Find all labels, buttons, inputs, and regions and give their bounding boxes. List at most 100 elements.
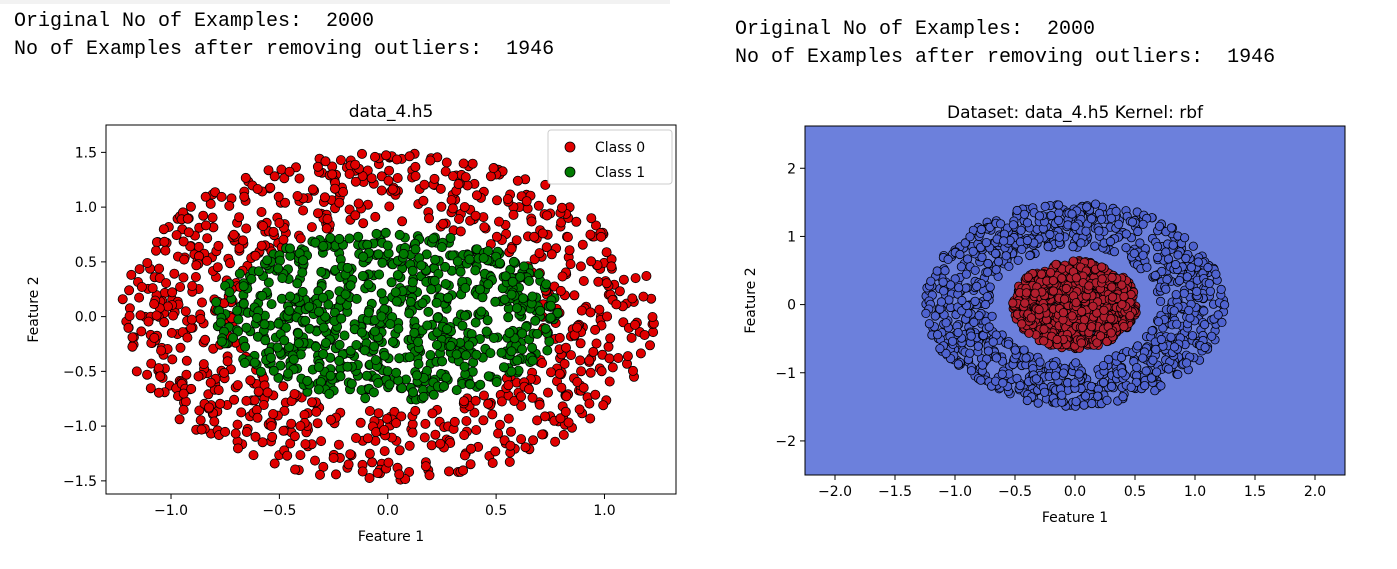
data-point-series-0 bbox=[263, 165, 274, 176]
data-point-series-0 bbox=[289, 431, 300, 442]
plot-frame bbox=[105, 124, 677, 495]
data-point-series-0 bbox=[1057, 390, 1067, 400]
data-point-series-1 bbox=[552, 307, 563, 318]
x-tick-label: 1.0 bbox=[1184, 484, 1206, 500]
data-point-series-1 bbox=[391, 367, 402, 378]
data-point-series-0 bbox=[1079, 400, 1089, 410]
data-point-series-0 bbox=[396, 411, 407, 422]
data-point-series-0 bbox=[478, 390, 489, 401]
data-point-series-0 bbox=[1103, 354, 1114, 364]
data-point-series-1 bbox=[440, 278, 451, 289]
data-point-series-0 bbox=[131, 366, 142, 377]
data-point-series-0 bbox=[376, 185, 387, 196]
data-point-series-1 bbox=[304, 323, 315, 334]
data-point-series-0 bbox=[1135, 238, 1145, 248]
data-point-series-0 bbox=[252, 412, 263, 423]
data-point-series-1 bbox=[404, 308, 415, 319]
data-point-series-0 bbox=[182, 213, 193, 224]
data-point-series-0 bbox=[586, 213, 597, 224]
data-point-series-1 bbox=[396, 383, 407, 394]
data-point-series-0 bbox=[127, 341, 138, 352]
data-point-series-0 bbox=[419, 432, 430, 443]
data-point-series-1 bbox=[246, 273, 257, 284]
data-point-series-0 bbox=[312, 161, 323, 172]
data-point-series-1 bbox=[482, 315, 493, 326]
data-point-series-0 bbox=[491, 195, 502, 206]
data-point-series-0 bbox=[546, 249, 557, 260]
data-point-series-0 bbox=[537, 228, 548, 239]
data-point-series-0 bbox=[294, 173, 305, 184]
data-point-series-0 bbox=[357, 466, 368, 477]
data-point-series-0 bbox=[1040, 387, 1050, 397]
data-point-series-0 bbox=[578, 382, 589, 393]
data-point-series-0 bbox=[1087, 398, 1097, 409]
data-point-series-0 bbox=[420, 418, 431, 429]
data-point-series-0 bbox=[312, 208, 323, 219]
data-point-series-0 bbox=[1163, 254, 1174, 264]
data-point-series-0 bbox=[222, 356, 233, 367]
data-point-series-0 bbox=[240, 172, 251, 183]
data-point-series-0 bbox=[605, 333, 616, 344]
data-point-series-0 bbox=[391, 154, 402, 165]
data-point-series-0 bbox=[461, 415, 472, 426]
x-tick-label: −1.5 bbox=[878, 484, 912, 500]
x-tick-label: −1.0 bbox=[938, 484, 972, 500]
data-point-series-0 bbox=[397, 216, 408, 227]
data-point-series-1 bbox=[1048, 275, 1058, 286]
data-point-series-1 bbox=[300, 315, 311, 326]
data-point-series-0 bbox=[384, 201, 395, 212]
data-point-series-0 bbox=[419, 179, 430, 190]
data-point-series-0 bbox=[1117, 368, 1127, 378]
data-point-series-1 bbox=[535, 305, 546, 316]
data-point-series-1 bbox=[369, 341, 380, 352]
data-point-series-0 bbox=[990, 249, 1001, 259]
x-tick-label: 1.5 bbox=[1244, 484, 1266, 500]
data-point-series-0 bbox=[635, 348, 646, 359]
data-point-series-0 bbox=[1126, 382, 1136, 392]
data-point-series-0 bbox=[169, 268, 180, 279]
data-point-series-1 bbox=[391, 296, 402, 307]
data-point-series-0 bbox=[250, 431, 261, 442]
data-point-series-0 bbox=[1166, 223, 1177, 233]
data-point-series-1 bbox=[455, 266, 466, 277]
data-point-series-0 bbox=[571, 216, 582, 227]
data-point-series-1 bbox=[407, 387, 418, 398]
data-point-series-0 bbox=[981, 238, 992, 248]
x-tick-label: 0.5 bbox=[1124, 484, 1146, 500]
data-point-series-0 bbox=[1033, 398, 1043, 408]
data-point-series-1 bbox=[407, 277, 418, 288]
data-point-series-1 bbox=[238, 281, 249, 292]
data-point-series-1 bbox=[507, 276, 518, 287]
data-point-series-0 bbox=[1200, 319, 1210, 330]
data-point-series-0 bbox=[319, 192, 330, 203]
data-point-series-1 bbox=[1023, 272, 1033, 282]
data-point-series-0 bbox=[960, 238, 970, 248]
data-point-series-0 bbox=[158, 224, 169, 235]
data-point-series-0 bbox=[1161, 284, 1171, 294]
data-point-series-0 bbox=[187, 280, 198, 291]
data-point-series-1 bbox=[485, 348, 496, 359]
data-point-series-1 bbox=[517, 328, 528, 339]
data-point-series-1 bbox=[1052, 334, 1062, 345]
data-point-series-0 bbox=[1184, 305, 1194, 315]
data-point-series-0 bbox=[1138, 250, 1148, 260]
data-point-series-0 bbox=[350, 176, 361, 187]
data-point-series-0 bbox=[1049, 360, 1059, 370]
data-point-series-1 bbox=[470, 317, 481, 328]
data-point-series-0 bbox=[997, 369, 1007, 379]
data-point-series-0 bbox=[982, 267, 993, 277]
data-point-series-0 bbox=[295, 233, 306, 244]
data-point-series-0 bbox=[410, 161, 421, 172]
data-point-series-0 bbox=[216, 191, 227, 202]
data-point-series-1 bbox=[1119, 291, 1129, 302]
data-point-series-1 bbox=[313, 384, 324, 395]
data-point-series-0 bbox=[143, 316, 154, 327]
data-point-series-0 bbox=[257, 221, 268, 232]
data-point-series-0 bbox=[364, 472, 375, 483]
data-point-series-0 bbox=[558, 429, 569, 440]
data-point-series-0 bbox=[626, 332, 637, 343]
data-point-series-1 bbox=[429, 275, 440, 286]
data-point-series-0 bbox=[630, 319, 641, 330]
data-point-series-0 bbox=[998, 378, 1008, 388]
data-point-series-0 bbox=[372, 467, 383, 478]
